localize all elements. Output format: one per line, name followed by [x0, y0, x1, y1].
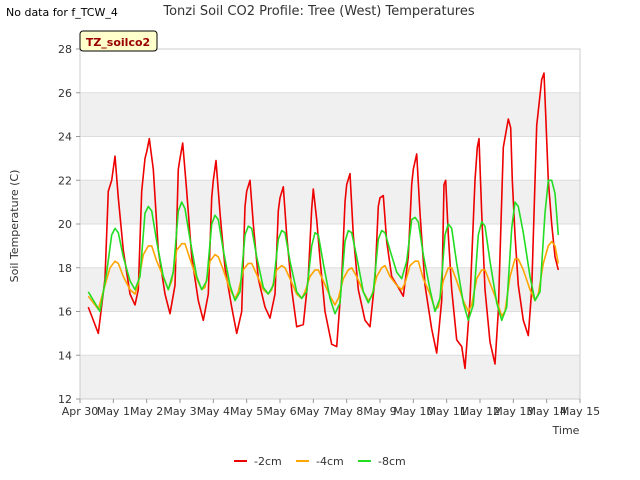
series-lines — [87, 72, 560, 370]
legend-label: -2cm — [254, 455, 282, 468]
x-tick-label: Apr 30 — [62, 405, 99, 418]
legend: -2cm -4cm -8cm — [234, 455, 406, 468]
x-tick-label: May 2 — [130, 405, 163, 418]
x-tick-label: May 7 — [297, 405, 330, 418]
grid-band — [80, 267, 580, 312]
x-tick-label: May 6 — [263, 405, 296, 418]
no-data-note: No data for f_TCW_4 — [6, 6, 118, 19]
y-tick-label: 28 — [58, 43, 72, 56]
x-tick-label: May 4 — [197, 405, 230, 418]
y-tick-label: 16 — [58, 306, 72, 319]
y-tick-label: 12 — [58, 393, 72, 406]
x-tick-label: May 9 — [363, 405, 396, 418]
badge-label: TZ_soilco2 — [86, 36, 150, 49]
legend-label: -4cm — [316, 455, 344, 468]
x-tick-label: May 5 — [230, 405, 263, 418]
x-tick-label: May 1 — [97, 405, 130, 418]
x-tick-label: May 13 — [493, 405, 533, 418]
y-tick-label: 14 — [58, 349, 72, 362]
y-tick-label: 26 — [58, 87, 72, 100]
x-tick-label: May 10 — [393, 405, 433, 418]
legend-label: -8cm — [378, 455, 406, 468]
y-tick-label: 22 — [58, 174, 72, 187]
y-tick-label: 24 — [58, 131, 72, 144]
y-axis-label: Soil Temperature (C) — [8, 170, 21, 283]
grid-band — [80, 92, 580, 137]
badge: TZ_soilco2 — [79, 30, 158, 52]
x-tick-label: May 8 — [330, 405, 363, 418]
y-tick-label: 20 — [58, 218, 72, 231]
grid-band — [80, 355, 580, 399]
x-tick-label: May 14 — [527, 405, 567, 418]
series-line-minus-8cm — [87, 179, 560, 322]
x-tick-label: May 15 — [560, 405, 600, 418]
grid-band — [80, 180, 580, 224]
x-tick-label: May 11 — [427, 405, 467, 418]
badge-box — [79, 30, 158, 52]
x-tick-label: May 12 — [460, 405, 500, 418]
x-axis-label: Time — [552, 424, 580, 437]
chart-title: Tonzi Soil CO2 Profile: Tree (West) Temp… — [162, 4, 475, 19]
x-tick-label: May 3 — [163, 405, 196, 418]
y-tick-label: 18 — [58, 262, 72, 275]
